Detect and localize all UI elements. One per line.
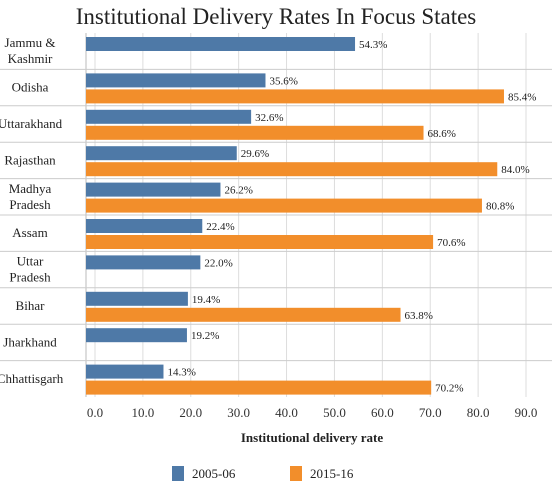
data-label: 14.3% xyxy=(167,367,195,379)
category-label: Bihar xyxy=(16,298,46,313)
chart-title: Institutional Delivery Rates In Focus St… xyxy=(76,4,477,29)
x-axis-title: Institutional delivery rate xyxy=(241,430,383,445)
x-tick-label: 40.0 xyxy=(275,405,298,420)
x-axis-ticks: 0.0 10.0 20.0 30.0 40.0 50.0 60.0 70.0 80.0 90.0 xyxy=(87,405,538,420)
bar-2015-16 xyxy=(86,125,424,140)
data-label: 85.4% xyxy=(508,91,536,103)
bar-2015-16 xyxy=(86,307,401,322)
bar-2005-06 xyxy=(86,37,356,51)
legend: 2005-06 2015-16 xyxy=(172,466,354,481)
x-tick-label: 20.0 xyxy=(179,405,202,420)
category-label: Jharkhand xyxy=(3,334,57,349)
category-label: Rajasthan xyxy=(4,152,56,167)
bar-2005-06 xyxy=(86,328,187,343)
data-label: 26.2% xyxy=(224,185,252,197)
data-label: 22.0% xyxy=(204,257,232,269)
data-label: 29.6% xyxy=(241,148,269,160)
category-label: Odisha xyxy=(12,80,49,95)
bar-2005-06 xyxy=(86,146,237,161)
data-label: 84.0% xyxy=(501,164,529,176)
data-label: 19.4% xyxy=(192,294,220,306)
category-label: Jammu & Kashmir xyxy=(5,35,56,66)
data-label: 19.2% xyxy=(191,330,219,342)
x-tick-label: 0.0 xyxy=(87,405,103,420)
legend-label: 2005-06 xyxy=(192,466,236,481)
category-label: Assam xyxy=(12,225,47,240)
category-label: Uttar Pradesh xyxy=(9,254,51,285)
bar-2005-06 xyxy=(86,219,203,233)
bar-2005-06 xyxy=(86,255,201,270)
x-tick-label: 10.0 xyxy=(132,405,155,420)
legend-swatch xyxy=(172,466,184,481)
bars: 54.3% 35.6% 85.4% 32.6% 68.6% 29.6% 84.0% 26.2%… xyxy=(86,37,536,395)
data-label: 54.3% xyxy=(359,39,387,51)
bar-2015-16 xyxy=(86,162,498,177)
bar-2005-06 xyxy=(86,109,252,124)
x-tick-label: 90.0 xyxy=(515,405,538,420)
category-label: Chhattisgarh xyxy=(0,371,64,386)
x-tick-label: 60.0 xyxy=(371,405,394,420)
legend-swatch xyxy=(290,466,302,481)
category-separators xyxy=(0,68,552,362)
bar-2015-16 xyxy=(86,235,434,249)
data-label: 70.6% xyxy=(437,237,465,249)
bar-2005-06 xyxy=(86,364,164,379)
data-label: 22.4% xyxy=(206,221,234,233)
data-label: 70.2% xyxy=(435,383,463,395)
category-label: Uttarakhand xyxy=(0,116,63,131)
data-label: 80.8% xyxy=(486,201,514,213)
category-label: Madhya Pradesh xyxy=(9,181,52,212)
category-labels: Jammu & Kashmir Odisha Uttarakhand Rajasthan… xyxy=(0,35,64,386)
bar-2015-16 xyxy=(86,198,482,213)
x-tick-label: 80.0 xyxy=(467,405,490,420)
x-tick-label: 70.0 xyxy=(419,405,442,420)
bar-2005-06 xyxy=(86,182,221,197)
x-tick-label: 50.0 xyxy=(323,405,346,420)
legend-label: 2015-16 xyxy=(310,466,354,481)
bar-2005-06 xyxy=(86,291,188,306)
data-label: 35.6% xyxy=(269,75,297,87)
bar-2015-16 xyxy=(86,89,504,104)
data-label: 63.8% xyxy=(405,310,433,322)
x-tick-label: 30.0 xyxy=(227,405,250,420)
data-label: 32.6% xyxy=(255,112,283,124)
bar-2015-16 xyxy=(86,380,432,395)
bar-2005-06 xyxy=(86,73,266,88)
data-label: 68.6% xyxy=(428,128,456,140)
